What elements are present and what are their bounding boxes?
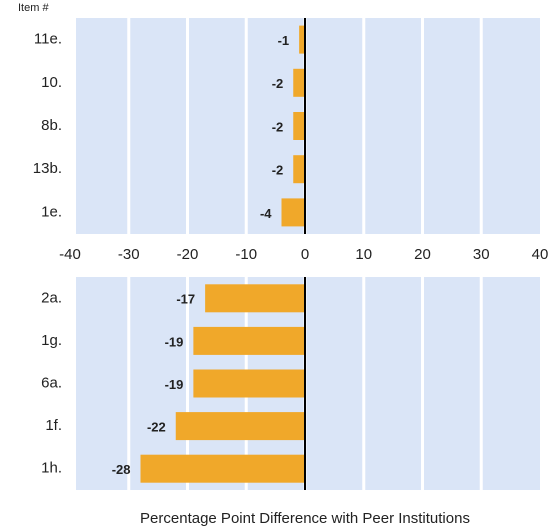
y-tick-label: 6a.: [41, 374, 62, 391]
value-label: -19: [165, 377, 184, 392]
x-tick-label: 0: [301, 246, 309, 263]
value-label: -19: [165, 334, 184, 349]
value-label: -22: [147, 420, 166, 435]
y-axis-title: Item #: [18, 2, 49, 14]
value-label: -2: [272, 119, 284, 134]
x-tick-label: -10: [235, 246, 257, 263]
value-label: -4: [260, 206, 272, 221]
x-tick-label: 40: [532, 246, 549, 263]
y-tick-label: 1f.: [45, 417, 62, 434]
y-tick-label: 1e.: [41, 203, 62, 220]
bar: [193, 369, 305, 398]
bar: [205, 284, 305, 313]
bar: [293, 112, 305, 140]
plot-background: [76, 277, 540, 490]
y-tick-label: 13b.: [33, 160, 62, 177]
value-label: -1: [278, 33, 290, 48]
bar: [293, 155, 305, 184]
x-tick-label: -20: [177, 246, 199, 263]
value-label: -2: [272, 76, 284, 91]
bar: [140, 454, 305, 483]
x-tick-label: 10: [355, 246, 372, 263]
y-tick-label: 11e.: [34, 31, 62, 48]
y-tick-label: 2a.: [41, 289, 62, 306]
y-tick-label: 10.: [41, 74, 62, 91]
x-tick-label: 30: [473, 246, 490, 263]
x-tick-label: -40: [59, 246, 81, 263]
value-label: -28: [112, 462, 131, 477]
bar: [299, 25, 305, 54]
plot-background: [76, 18, 540, 234]
x-tick-label: 20: [414, 246, 431, 263]
bar: [193, 326, 305, 355]
y-tick-label: 1g.: [41, 332, 62, 349]
value-label: -17: [176, 292, 195, 307]
value-label: -2: [272, 163, 284, 178]
bar: [281, 198, 305, 227]
bar: [293, 68, 305, 97]
x-axis-title: Percentage Point Difference with Peer In…: [140, 510, 470, 527]
x-tick-label: -30: [118, 246, 140, 263]
bar: [175, 412, 305, 441]
y-tick-label: 1h.: [41, 460, 62, 477]
y-tick-label: 8b.: [41, 117, 62, 134]
